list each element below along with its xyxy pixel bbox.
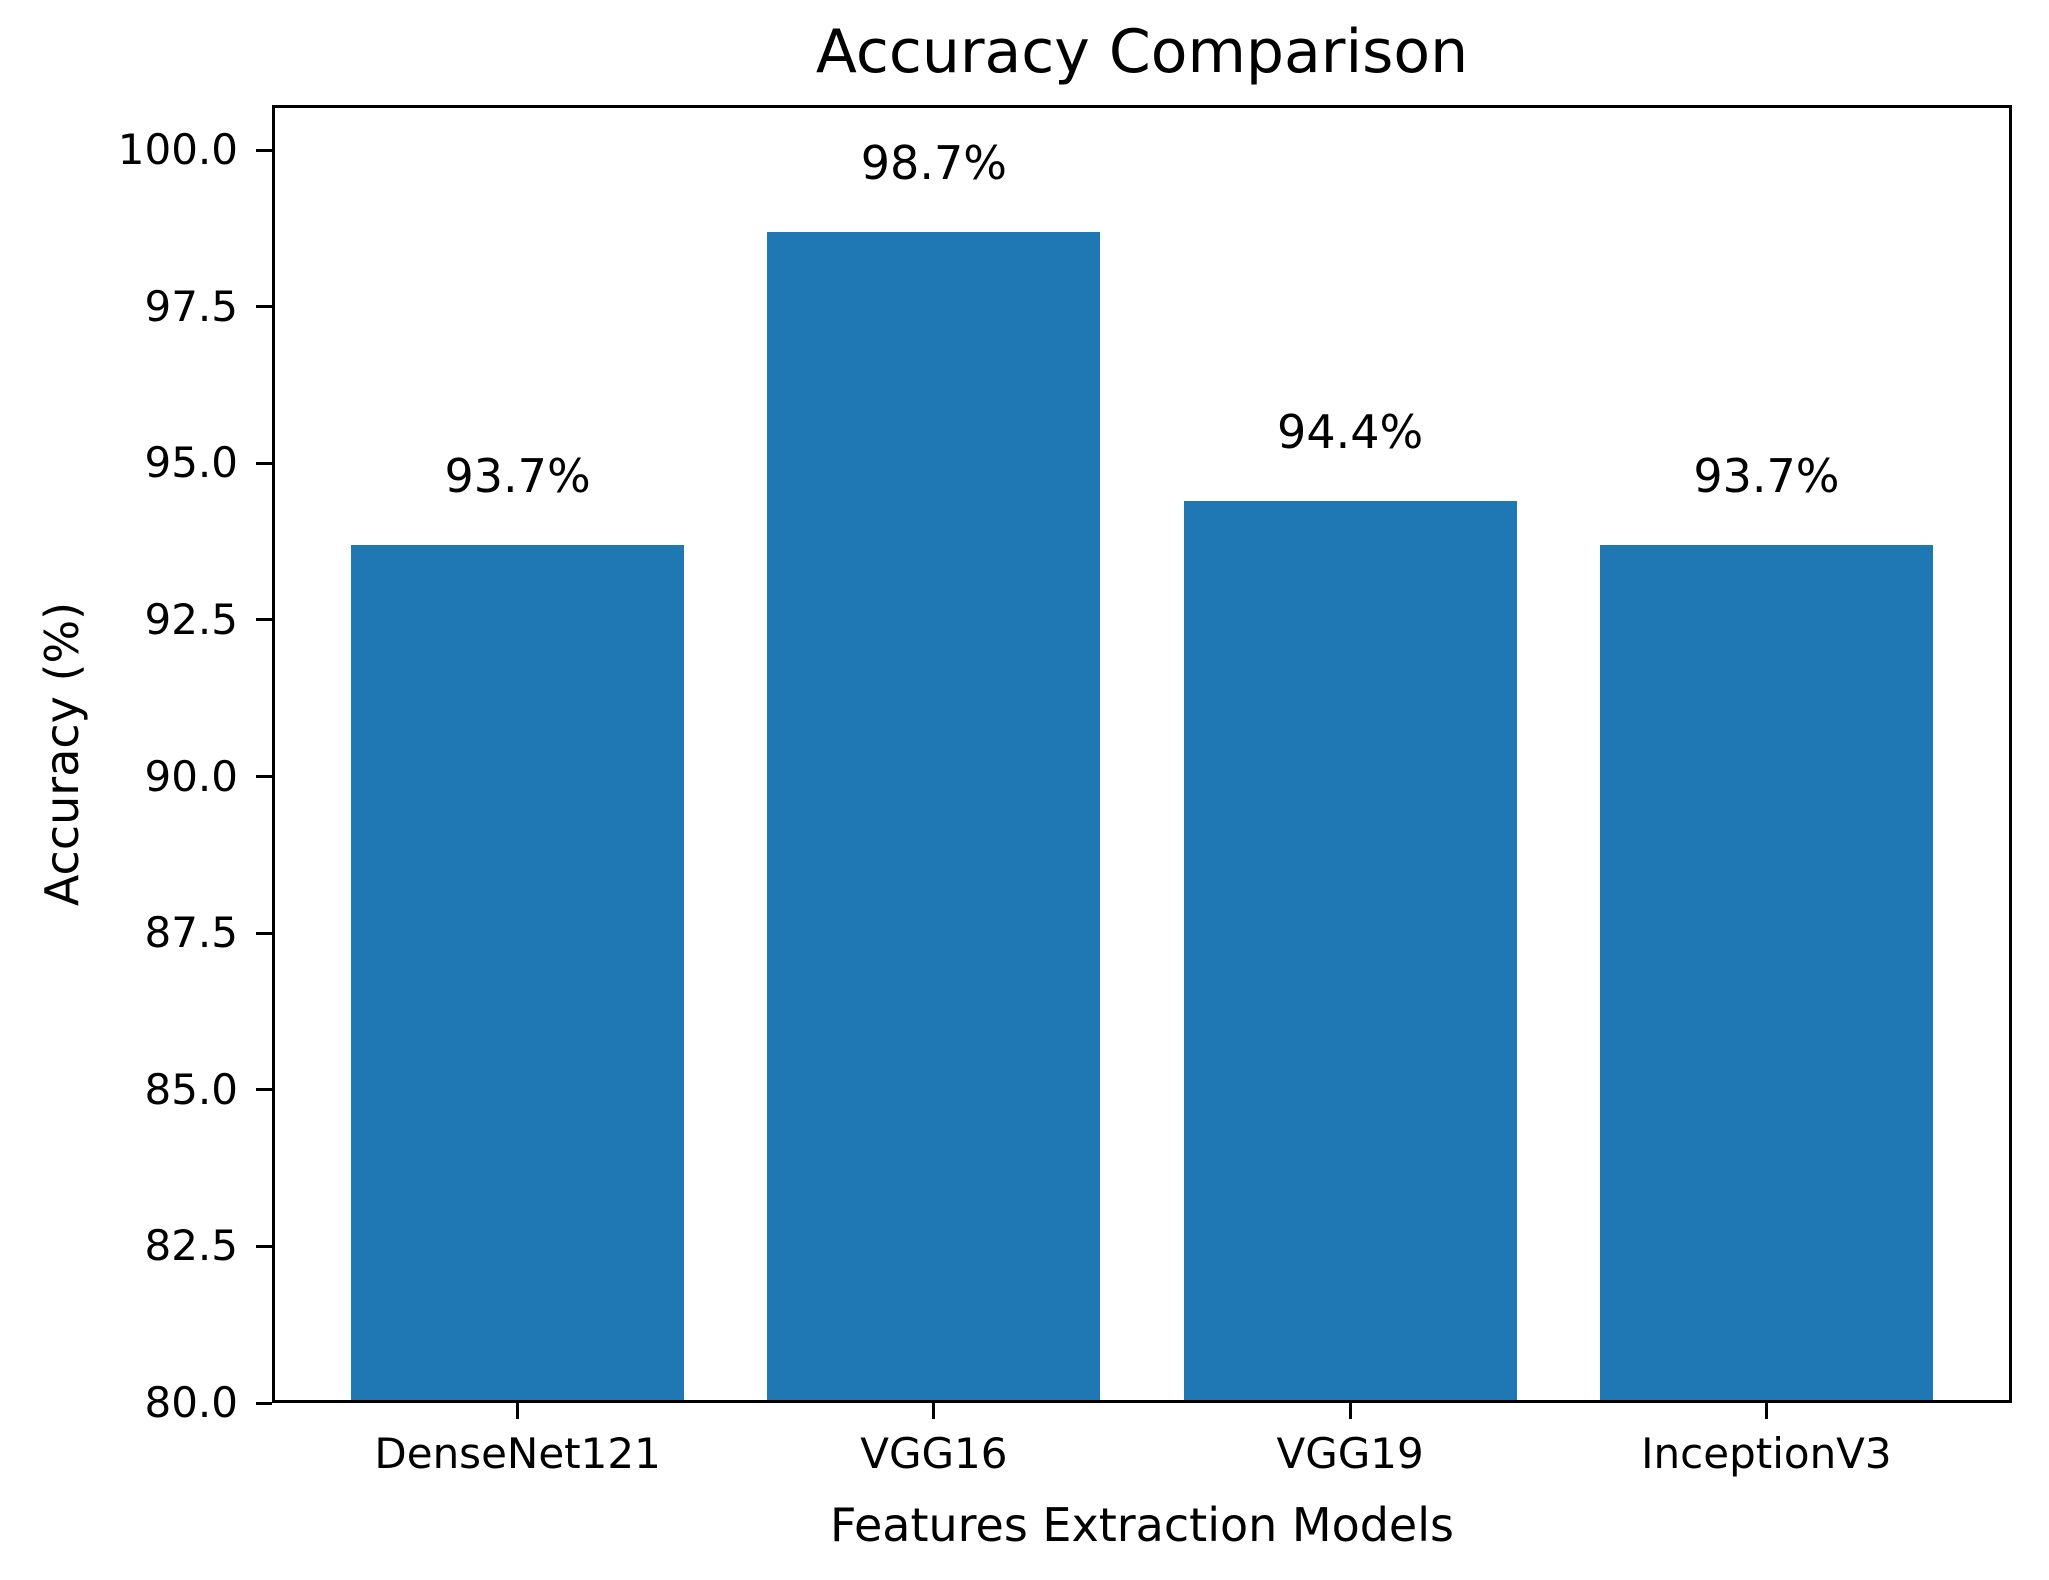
bar-densenet121 [351, 544, 685, 1403]
bar-value-label-inceptionv3: 93.7% [1693, 448, 1840, 503]
y-tick-label-82.5: 82.5 [144, 1221, 238, 1271]
y-tick-87.5 [256, 931, 272, 935]
y-tick-97.5 [256, 305, 272, 309]
y-tick-label-90.0: 90.0 [144, 751, 238, 801]
x-tick-vgg16 [932, 1403, 936, 1419]
bar-vgg16 [767, 231, 1101, 1403]
x-tick-label-inceptionv3: InceptionV3 [1641, 1429, 1892, 1478]
bar-value-label-vgg16: 98.7% [860, 135, 1007, 190]
y-tick-label-87.5: 87.5 [144, 908, 238, 958]
y-tick-label-80.0: 80.0 [144, 1378, 238, 1427]
y-tick-label-97.5: 97.5 [144, 281, 238, 331]
chart-title: Accuracy Comparison [815, 17, 1469, 87]
y-tick-label-95.0: 95.0 [144, 438, 238, 488]
y-tick-label-85.0: 85.0 [144, 1064, 238, 1114]
y-tick-90.0 [256, 775, 272, 779]
y-tick-92.5 [256, 618, 272, 622]
y-tick-85.0 [256, 1088, 272, 1092]
x-tick-label-vgg19: VGG19 [1276, 1429, 1424, 1478]
x-tick-vgg19 [1348, 1403, 1352, 1419]
x-tick-inceptionv3 [1764, 1403, 1768, 1419]
bar-value-label-densenet121: 93.7% [444, 448, 591, 503]
x-tick-label-vgg16: VGG16 [860, 1429, 1008, 1478]
bar-value-label-vgg19: 94.4% [1277, 404, 1424, 459]
plot-area-border [272, 105, 2012, 1403]
y-tick-82.5 [256, 1244, 272, 1248]
y-tick-95.0 [256, 461, 272, 465]
bar-inceptionv3 [1599, 544, 1933, 1403]
x-tick-densenet121 [516, 1403, 520, 1419]
y-tick-label-100.0: 100.0 [117, 125, 238, 175]
y-tick-100.0 [256, 148, 272, 152]
y-tick-label-92.5: 92.5 [144, 594, 238, 644]
x-axis-label: Features Extraction Models [830, 1498, 1454, 1552]
y-axis-label: Accuracy (%) [35, 601, 89, 907]
bar-vgg19 [1183, 500, 1517, 1403]
y-tick-80.0 [256, 1401, 272, 1405]
x-tick-label-densenet121: DenseNet121 [374, 1429, 661, 1478]
